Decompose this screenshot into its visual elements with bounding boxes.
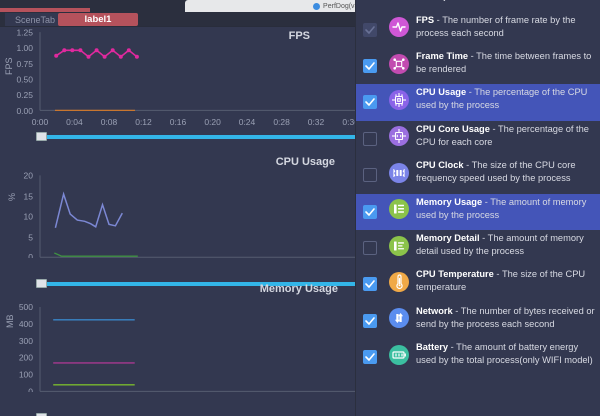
svg-text:10: 10 — [24, 212, 34, 222]
svg-text:0: 0 — [28, 386, 33, 392]
svg-text:400: 400 — [19, 319, 33, 329]
svg-text:0:00: 0:00 — [32, 117, 49, 127]
svg-text:0.50: 0.50 — [16, 75, 33, 85]
svg-text:0:24: 0:24 — [239, 117, 256, 127]
svg-text:0:32: 0:32 — [308, 117, 325, 127]
svg-text:0: 0 — [28, 253, 33, 259]
svg-text:15: 15 — [24, 192, 34, 202]
svg-text:0.00: 0.00 — [16, 106, 33, 116]
svg-text:1.00: 1.00 — [16, 43, 33, 53]
svg-text:0:28: 0:28 — [273, 117, 290, 127]
svg-text:0:20: 0:20 — [204, 117, 221, 127]
svg-text:0.75: 0.75 — [16, 59, 33, 69]
svg-text:200: 200 — [19, 352, 33, 362]
svg-text:100: 100 — [19, 369, 33, 379]
svg-text:500: 500 — [19, 302, 33, 312]
svg-text:20: 20 — [24, 171, 34, 181]
svg-text:0:12: 0:12 — [135, 117, 152, 127]
svg-text:0:16: 0:16 — [170, 117, 187, 127]
svg-text:0.25: 0.25 — [16, 90, 33, 100]
svg-text:300: 300 — [19, 335, 33, 345]
svg-text:1.25: 1.25 — [16, 28, 33, 38]
svg-text:0:08: 0:08 — [101, 117, 118, 127]
svg-text:0:04: 0:04 — [66, 117, 83, 127]
svg-text:5: 5 — [28, 233, 33, 243]
